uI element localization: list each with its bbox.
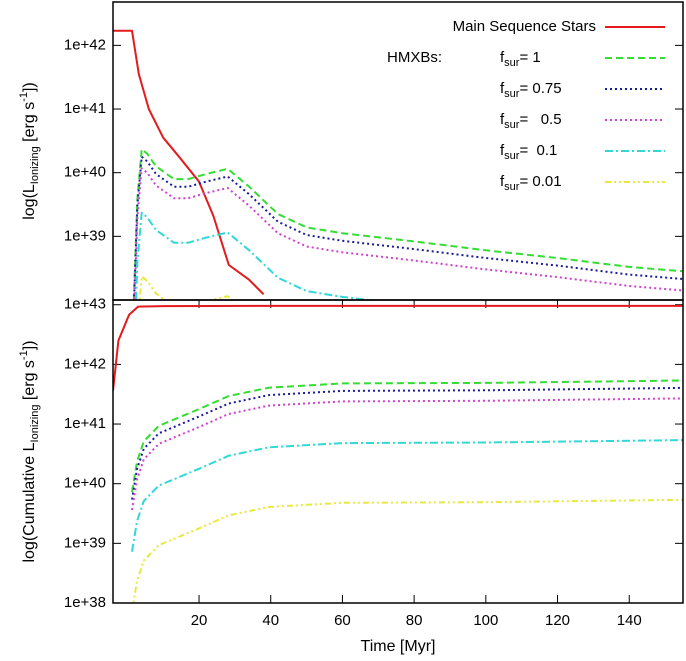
legend-subscript: sur <box>504 119 520 131</box>
y-tick-label: 1e+39 <box>64 534 106 551</box>
series-line <box>113 29 265 296</box>
y-tick-label: 1e+42 <box>64 36 106 53</box>
y-axis-label-part: log(L <box>21 184 38 220</box>
legend-label: fsur= 0.01 <box>500 173 562 193</box>
legend-subscript: sur <box>504 57 520 69</box>
series-group <box>113 29 683 300</box>
y-axis-label-part: [erg s <box>21 102 38 146</box>
legend-label: Main Sequence Stars <box>453 18 596 35</box>
legend-name: = 0.01 <box>519 173 561 190</box>
series-line <box>133 167 683 300</box>
series-line <box>133 155 683 300</box>
legend-label: fsur= 0.5 <box>500 111 562 131</box>
x-tick-label: 140 <box>617 612 642 629</box>
plot-frame <box>112 299 684 604</box>
y-axis-label-part: ]) <box>21 82 38 92</box>
y-axis-label-part: ]) <box>21 340 38 350</box>
y-axis-label-part: -1 <box>18 92 30 102</box>
series-line <box>113 304 683 391</box>
y-axis-label-part: Ionizing <box>29 405 41 443</box>
legend-subscript: sur <box>504 181 520 193</box>
x-tick-label: 80 <box>406 612 423 629</box>
legend-symbol: f <box>500 111 505 128</box>
y-axis-label-part: Ionizing <box>29 146 41 184</box>
y-axis-label-part: log(Cumulative L <box>21 442 38 562</box>
y-tick-label: 1e+42 <box>64 355 106 372</box>
y-axis-label-part: -1 <box>18 350 30 360</box>
legend-symbol: f <box>500 142 505 159</box>
y-axis-label: log(LIonizing [erg s-1]) <box>18 82 41 220</box>
series-line <box>132 498 683 603</box>
legend-symbol: f <box>500 49 505 66</box>
y-tick-label: 1e+40 <box>64 164 106 181</box>
series-line <box>131 397 683 511</box>
x-tick-label: 60 <box>334 612 351 629</box>
series-line <box>131 386 683 500</box>
y-tick-label: 1e+41 <box>64 415 106 432</box>
series-line <box>131 439 683 552</box>
legend-group-label: HMXBs: <box>387 49 442 66</box>
legend-label: fsur= 0.1 <box>500 142 557 162</box>
legend-name: = 0.5 <box>519 111 561 128</box>
y-tick-label: 1e+41 <box>64 100 106 117</box>
legend-symbol: f <box>500 173 505 190</box>
legend-name: = 0.1 <box>519 142 557 159</box>
y-tick-label: 1e+39 <box>64 227 106 244</box>
x-tick-label: 20 <box>191 612 208 629</box>
y-axis-label: log(Cumulative LIonizing [erg s-1]) <box>18 340 41 562</box>
legend-subscript: sur <box>504 150 520 162</box>
y-tick-label: 1e+38 <box>64 594 106 611</box>
legend-label: fsur= 0.75 <box>500 80 562 100</box>
y-tick-label: 1e+40 <box>64 475 106 492</box>
series-group <box>113 304 683 603</box>
legend-name: = 1 <box>519 49 540 66</box>
legend-subscript: sur <box>504 88 520 100</box>
y-tick-label: 1e+43 <box>64 296 106 313</box>
series-line <box>138 275 234 300</box>
x-tick-label: 100 <box>473 612 498 629</box>
x-axis-label: Time [Myr] <box>361 638 436 655</box>
x-tick-label: 40 <box>262 612 279 629</box>
legend-label: fsur= 1 <box>500 49 541 69</box>
plot-frame <box>112 1 684 301</box>
series-line <box>131 379 683 493</box>
legend-symbol: f <box>500 80 505 97</box>
legend-name: = 0.75 <box>519 80 561 97</box>
x-tick-label: 120 <box>545 612 570 629</box>
series-line <box>135 211 379 300</box>
y-axis-label-part: [erg s <box>21 360 38 404</box>
series-line <box>132 148 683 300</box>
